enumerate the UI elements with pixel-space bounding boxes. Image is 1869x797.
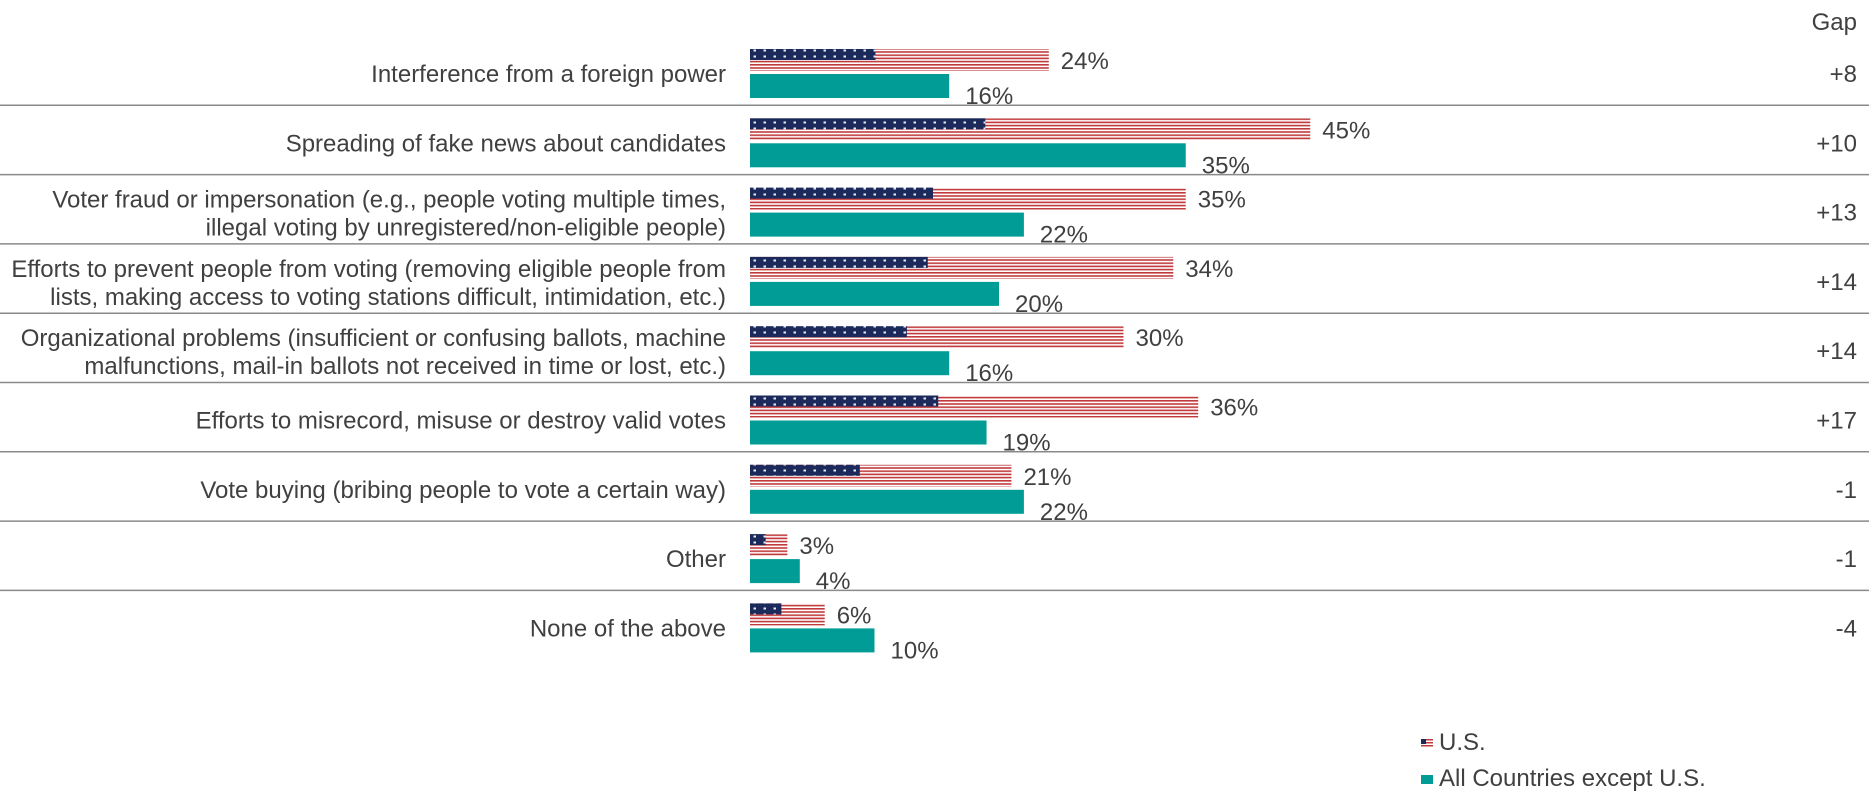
category-label: illegal voting by unregistered/non-eligi…: [206, 215, 726, 242]
gap-value: +10: [1816, 130, 1857, 157]
bar-label-us: 21%: [1023, 464, 1071, 491]
gap-value: -1: [1836, 546, 1857, 573]
bar-us-canton: [750, 326, 907, 338]
bar-label-us: 45%: [1322, 117, 1370, 144]
category-label: Voter fraud or impersonation (e.g., peop…: [52, 187, 726, 214]
bar-label-us: 35%: [1198, 187, 1246, 214]
gap-header: Gap: [1812, 9, 1857, 36]
category-label: Efforts to prevent people from voting (r…: [11, 256, 726, 283]
gap-value: +8: [1830, 61, 1857, 88]
category-label: Efforts to misrecord, misuse or destroy …: [196, 408, 726, 435]
category-label: lists, making access to voting stations …: [50, 284, 726, 311]
bar-label-us: 6%: [837, 602, 872, 629]
bar-all-countries: [750, 628, 875, 653]
bar-us-canton: [750, 464, 860, 476]
category-label: Vote buying (bribing people to vote a ce…: [200, 477, 726, 504]
bar-all-countries: [750, 74, 950, 98]
bar-all-countries: [750, 351, 950, 376]
category-label: Other: [666, 546, 726, 573]
category-label: Organizational problems (insufficient or…: [21, 325, 726, 352]
gap-value: +14: [1816, 338, 1857, 365]
legend-label-us: U.S.: [1439, 729, 1486, 756]
gap-value: -4: [1836, 615, 1857, 642]
bar-label-us: 30%: [1136, 325, 1184, 352]
bar-all-countries: [750, 281, 999, 306]
bar-all-countries: [750, 420, 987, 445]
bar-all-countries: [750, 489, 1024, 514]
bar-label-us: 36%: [1210, 395, 1258, 422]
category-label: None of the above: [530, 615, 726, 642]
bar-all-countries: [750, 212, 1024, 237]
bar-label-us: 3%: [799, 533, 834, 560]
bar-us-canton: [750, 256, 928, 268]
bar-label-all-countries: 10%: [891, 637, 939, 664]
category-label: Spreading of fake news about candidates: [286, 130, 726, 157]
legend-item-all-countries: All Countries except U.S.: [1421, 761, 1706, 797]
legend-item-us: U.S.: [1421, 725, 1706, 761]
bar-us-canton: [750, 603, 782, 615]
gap-value: +14: [1816, 269, 1857, 296]
gap-value: +13: [1816, 200, 1857, 227]
bar-us-canton: [750, 187, 934, 199]
bar-us-canton: [750, 534, 766, 546]
legend: U.S. All Countries except U.S.: [1421, 725, 1706, 797]
bar-us-canton: [750, 118, 986, 130]
bar-us-canton: [750, 49, 876, 60]
bar-us-canton: [750, 395, 939, 407]
bar-label-us: 24%: [1061, 48, 1109, 75]
bar-label-us: 34%: [1185, 256, 1233, 283]
teal-swatch-icon: [1421, 774, 1433, 784]
gap-value: +17: [1816, 408, 1857, 435]
bar-all-countries: [750, 559, 800, 584]
bar-all-countries: [750, 143, 1186, 168]
gap-value: -1: [1836, 477, 1857, 504]
category-label: malfunctions, mail-in ballots not receiv…: [84, 353, 726, 380]
legend-label-all-countries: All Countries except U.S.: [1439, 765, 1706, 792]
us-flag-swatch-icon: [1421, 738, 1433, 748]
category-label: Interference from a foreign power: [371, 61, 726, 88]
